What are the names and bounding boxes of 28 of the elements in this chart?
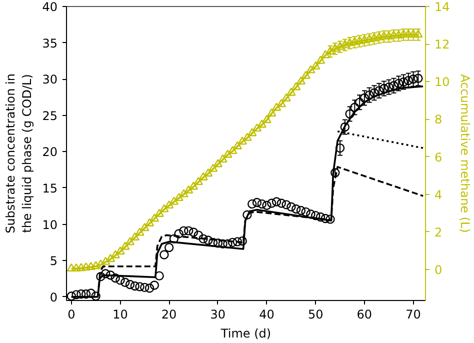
y-tick-label: 5 bbox=[50, 254, 58, 268]
y2-tick-label: 6 bbox=[434, 150, 442, 164]
x-tick-label: 0 bbox=[68, 308, 76, 322]
x-tick-label: 20 bbox=[161, 308, 177, 322]
y2-tick-label: 2 bbox=[434, 225, 442, 240]
y-axis-title: Substrate concentration in the liquid phase (g COD/L) bbox=[3, 74, 34, 234]
y-tick-label: 10 bbox=[42, 218, 58, 232]
y-tick-label: 0 bbox=[50, 290, 58, 304]
x-axis-title: Time (d) bbox=[220, 326, 272, 340]
x-tick-label: 60 bbox=[356, 308, 372, 322]
y-tick-label: 15 bbox=[42, 181, 58, 196]
y2-tick-label: 4 bbox=[434, 188, 442, 202]
y-tick-label: 25 bbox=[42, 108, 58, 123]
x-tick-label: 10 bbox=[112, 308, 128, 322]
y2-tick-label: 14 bbox=[434, 0, 450, 14]
y2-tick-label: 10 bbox=[434, 75, 450, 90]
y-tick-label: 40 bbox=[42, 0, 58, 14]
x-tick-label: 40 bbox=[259, 308, 274, 322]
x-tick-label: 70 bbox=[406, 308, 421, 322]
y2-axis-title: Accumulative methane (L) bbox=[458, 74, 472, 233]
y-tick-label: 35 bbox=[42, 36, 58, 50]
y2-tick-label: 8 bbox=[434, 112, 442, 127]
y2-tick-label: 0 bbox=[434, 263, 442, 278]
y-tick-label: 30 bbox=[42, 72, 58, 87]
x-tick-label: 50 bbox=[308, 308, 324, 322]
x-tick-label: 30 bbox=[210, 308, 226, 322]
y2-tick-label: 12 bbox=[434, 38, 450, 52]
y-tick-label: 20 bbox=[42, 145, 58, 160]
